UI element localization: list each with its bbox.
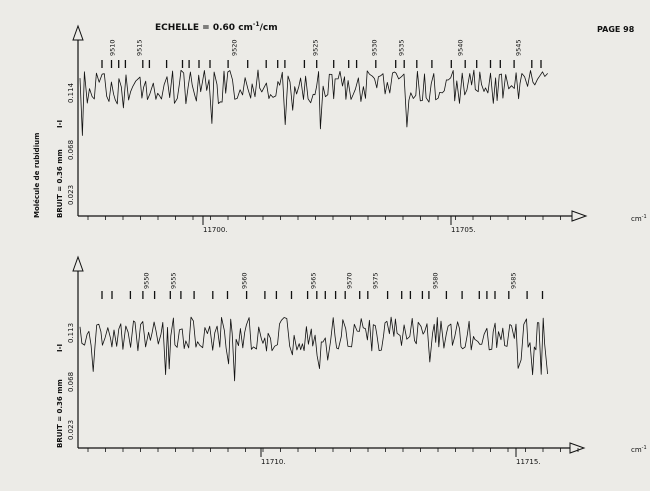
- x-tick-label-1-1: 11705.: [451, 226, 476, 234]
- x-unit-1: cm-1: [631, 214, 647, 223]
- line-id-label: 9565: [310, 272, 318, 289]
- x-tick-label-1-0: 11700.: [203, 226, 228, 234]
- y-axis-label-2: I-I: [56, 344, 64, 352]
- line-id-label: 9555: [170, 272, 178, 289]
- x-tick-label-2-0: 11710.: [261, 458, 286, 466]
- x-unit-2: cm-1: [631, 445, 647, 454]
- y-axis-arrow-1: [72, 24, 84, 41]
- y-tick-label-1-0: 0.114: [67, 82, 75, 103]
- line-id-label: 9515: [136, 39, 144, 56]
- x-axis-arrow-2: [569, 442, 586, 454]
- spectrum-trace: [79, 69, 548, 136]
- spectrum-panel-1: Molécule de rubidium BRUIT = 0.36 mm I-I…: [33, 24, 647, 234]
- x-axis-arrow-1: [571, 210, 588, 222]
- bruit-label-1: BRUIT = 0.36 mm: [56, 149, 64, 218]
- y-axis-arrow-2: [72, 255, 84, 272]
- line-id-label: 9550: [143, 272, 151, 289]
- y-tick-label-2-1: 0.068: [67, 372, 75, 392]
- line-id-label: 9525: [312, 39, 320, 56]
- line-id-label: 9570: [346, 272, 354, 289]
- scale-label: ECHELLE = 0.60 cm-1/cm: [155, 21, 278, 33]
- line-id-label: 9580: [432, 272, 440, 289]
- line-id-label: 9575: [372, 272, 380, 289]
- line-id-label: 9585: [510, 272, 518, 289]
- y-tick-label-1-2: 0.023: [67, 185, 75, 205]
- panel-1-marks: 9510 9515 9520 9525 9530 9535 9540 9545: [79, 39, 561, 225]
- y-tick-label-1-1: 0.068: [67, 140, 75, 160]
- page-label: PAGE 98: [597, 25, 635, 34]
- line-id-label: 9520: [231, 39, 239, 56]
- line-id-label: 9530: [371, 39, 379, 56]
- y-tick-label-2-2: 0.023: [67, 420, 75, 440]
- line-id-label: 9540: [457, 39, 465, 56]
- spectrum-trace: [79, 316, 548, 382]
- y-axis-label-1: I-I: [56, 120, 64, 128]
- line-id-label: 9535: [398, 39, 406, 56]
- line-id-label: 9545: [515, 39, 523, 56]
- molecule-label: Molécule de rubidium: [33, 133, 41, 218]
- line-id-label: 9560: [241, 272, 249, 289]
- panel-2-marks: 9550 9555 9560 9565 9570 9575 9580 9585: [79, 272, 579, 457]
- x-tick-label-2-1: 11715.: [516, 458, 541, 466]
- spectrum-panel-2: BRUIT = 0.36 mm I-I 0.113 0.068 0.023 cm…: [56, 255, 647, 466]
- line-id-label: 9510: [109, 39, 117, 56]
- bruit-label-2: BRUIT = 0.36 mm: [56, 379, 64, 448]
- y-tick-label-2-0: 0.113: [67, 323, 75, 343]
